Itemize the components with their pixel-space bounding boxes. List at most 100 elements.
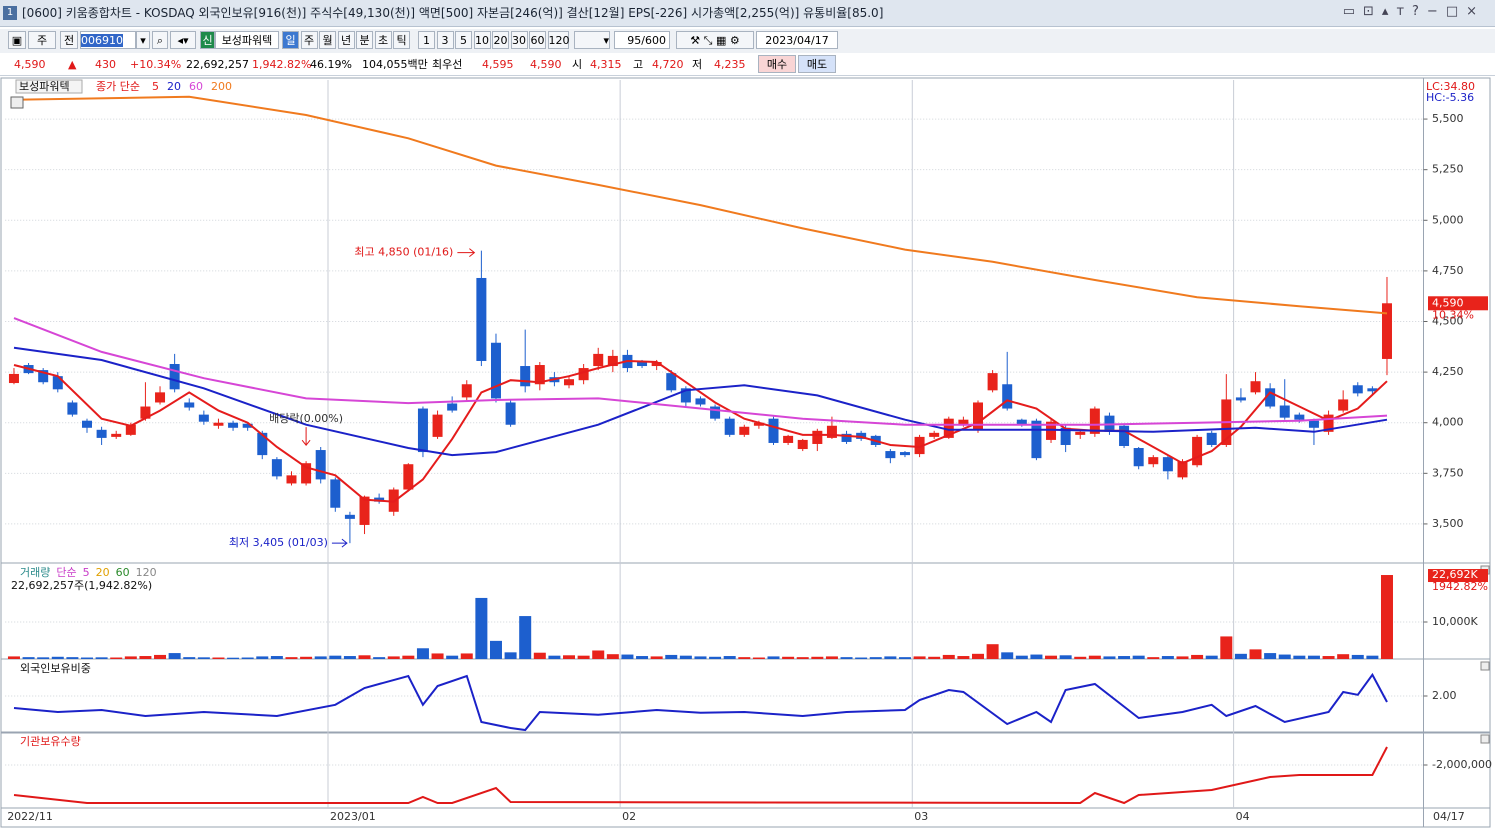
volume-bar [519,616,532,659]
volume-bar [95,657,108,659]
period-button[interactable]: 틱 [393,31,410,49]
volume-bar [1351,654,1364,659]
volume-rate: 1,942.82% [252,58,312,71]
period-button[interactable]: 월 [319,31,336,49]
layout-button[interactable]: ▣ [8,31,26,49]
volume-bar [168,653,181,659]
code-dropdown[interactable]: ▾ [136,31,150,49]
candle-body [286,475,297,484]
open: 4,315 [590,58,622,71]
candle-body [929,432,940,437]
period-button[interactable]: 120 [547,31,570,49]
volume-bar [957,656,970,659]
count-input[interactable]: 95/600 [614,31,670,49]
candle-body [257,432,268,456]
period-button[interactable]: 30 [510,31,528,49]
x-axis-strip [0,807,1491,828]
period-button[interactable]: 5 [455,31,472,49]
period-button[interactable]: 초 [374,31,392,49]
period-button[interactable]: 20 [492,31,509,49]
volume-bar [723,656,736,659]
period-button[interactable]: 60 [529,31,546,49]
date-input[interactable]: 2023/04/17 [756,31,838,49]
x-tick-label: 04 [1236,810,1250,823]
volume-bar [1103,656,1116,659]
panel-title: 기관보유수량 [20,735,81,748]
bid: 4,590 [530,58,562,71]
period-button[interactable]: 분 [356,31,373,49]
y-tick-label: 3,500 [1432,517,1464,530]
volume-bar [1191,654,1204,659]
period-button[interactable]: 1 [418,31,435,49]
candle-body [1002,384,1013,409]
period-select[interactable]: 주 [28,31,56,49]
candle-body [1031,420,1042,459]
new-badge: 신 [200,31,215,49]
period-button[interactable]: 년 [337,31,355,49]
ask: 4,595 [482,58,514,71]
panel-frame [0,562,1491,660]
volume-bar [402,655,415,659]
volume-bar [636,656,649,659]
volume-bar [373,657,386,659]
sell-button[interactable]: 매도 [798,55,836,73]
volume-bar [548,655,561,659]
volume-bar [796,657,809,659]
volume-bar [1132,655,1145,659]
candle-body [797,439,808,450]
period-button[interactable]: 3 [436,31,454,49]
code-input[interactable]: 006910 [80,31,136,49]
volume-bar [767,656,780,659]
window-controls[interactable]: ▭⊡▴ᴛ?−□× [1342,4,1485,19]
candle-body [301,463,312,484]
candle-body [724,418,735,435]
current-rate: 10.34% [1432,308,1474,321]
volume-bar [416,648,429,659]
candle-body [1133,448,1144,467]
candle-body [1046,421,1057,440]
volume-bar [80,657,93,659]
legend-box [15,79,83,94]
candle-body [1016,419,1027,425]
candle-body [38,370,49,383]
candle-body [1235,397,1246,401]
panel-frame [0,731,1491,809]
volume-bar [270,656,283,659]
candle-body [1192,436,1203,466]
turnover: 46.19% [310,58,352,71]
volume-bar [840,657,853,659]
volume-bar [1380,575,1393,659]
candle-body [447,403,458,411]
volume-bar [1147,657,1160,659]
hc-label: HC:-5.36 [1426,91,1474,104]
volume-bar [869,657,882,659]
candle-body [1352,385,1363,394]
volume-bar [1015,655,1028,659]
candle-body [271,459,282,477]
volume-bar [752,657,765,659]
volume-bar [446,655,459,659]
annotation-arrow [301,427,311,446]
period-button[interactable]: 주 [300,31,318,49]
buy-button[interactable]: 매수 [758,55,796,73]
volume-bar [212,657,225,659]
sound-button[interactable]: ◂▾ [170,31,196,49]
period-button[interactable]: 10 [473,31,491,49]
volume-bar [971,653,984,659]
y-tick-label: 5,500 [1432,112,1464,125]
tool-icons[interactable]: ⚒ ⤡ ▦ ⚙ [676,31,754,49]
candle-body [943,418,954,438]
period-button[interactable]: 일 [282,31,299,49]
search-button[interactable]: ⌕ [152,31,168,49]
range-button[interactable]: 전 [60,31,78,49]
best-label: 최우선 [432,58,463,71]
high-label: 고 [633,58,644,71]
volume-bar [709,656,722,659]
volume-bar [738,657,751,659]
volume-bar [1322,656,1335,659]
candle-body [213,422,224,426]
candle-body [1075,431,1086,435]
volume-bar [1234,653,1247,659]
unit-dropdown[interactable]: ▾ [574,31,610,49]
volume-bar [1088,655,1101,659]
